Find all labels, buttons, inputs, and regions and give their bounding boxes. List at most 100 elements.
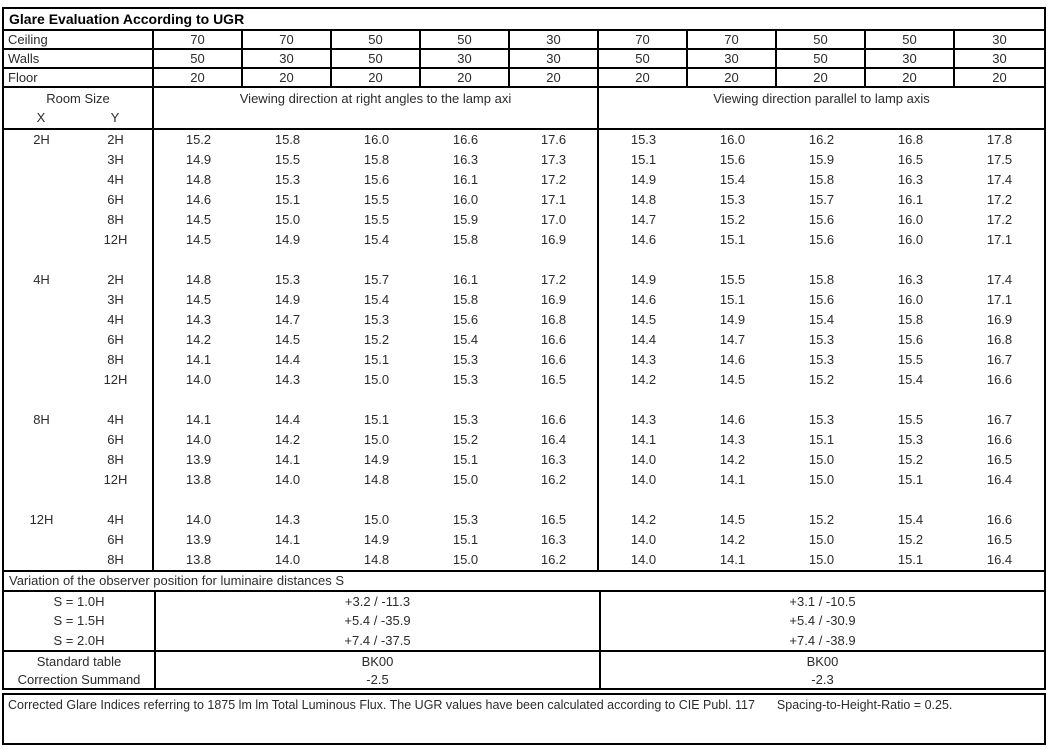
ugr-value: 14.8 [363,472,390,487]
surface-value: 70 [243,31,332,48]
ugr-row: 12H 14.0 14.3 15.0 15.3 16.5 14.2 14.5 15.2 15.4 1… [4,370,1044,390]
surface-value: 20 [243,69,332,86]
ugr-value [510,490,599,510]
ugr-value: 14.9 [630,272,657,287]
ugr-value: 15.4 [808,312,835,327]
room-size-xy-labels: X Y [4,110,152,128]
surface-value: 20 [866,69,955,86]
variation-left-value: +3.2 / -11.3 [156,592,601,612]
ugr-value: 15.6 [808,212,835,227]
ugr-value: 15.4 [897,372,924,387]
ugr-value: 15.3 [452,412,479,427]
ugr-value: 15.5 [274,152,301,167]
ugr-value: 15.8 [363,152,390,167]
room-size-label: Room Size [46,91,110,106]
room-x-value [4,170,79,190]
surface-reflectance-rows: Ceiling 70 70 50 50 30 70 70 50 50 30 Walls 50 30 50 30… [4,31,1044,88]
ugr-value: 14.2 [630,372,657,387]
ugr-value [688,390,777,410]
room-y-value: 8H [79,350,154,370]
ugr-value: 15.3 [274,272,301,287]
viewing-direction-right-angles-header: Viewing direction at right angles to the… [154,88,599,128]
surface-value: 20 [510,69,599,86]
room-y-value: 8H [79,550,154,570]
room-size-y-label: Y [110,110,120,125]
ugr-value: 15.8 [897,312,924,327]
ugr-value: 14.5 [185,212,212,227]
ugr-value [510,390,599,410]
ugr-value: 15.5 [897,352,924,367]
summary-label: Correction Summand [4,670,156,688]
surface-value: 30 [688,50,777,67]
surface-row: Ceiling 70 70 50 50 30 70 70 50 50 30 [4,31,1044,50]
ugr-value: 14.2 [719,532,746,547]
ugr-value: 16.0 [452,192,479,207]
ugr-value: 16.2 [808,132,835,147]
observer-variation-title: Variation of the observer position for l… [4,572,1044,592]
ugr-value: 15.0 [808,532,835,547]
ugr-value: 14.0 [274,472,301,487]
room-x-value [4,150,79,170]
ugr-value: 15.3 [630,132,657,147]
room-size-label-column: Room Size X Y [4,88,154,128]
room-x-value [4,190,79,210]
surface-value: 50 [777,50,866,67]
ugr-value: 15.0 [452,552,479,567]
ugr-data-area: 2H 2H 15.2 15.8 16.0 16.6 17.6 15.3 16.0 16.2 16.8… [4,130,1044,572]
ugr-value: 16.6 [510,350,599,370]
room-x-value [4,210,79,230]
ugr-value [154,390,243,410]
ugr-value: 16.0 [719,132,746,147]
ugr-value: 15.2 [808,372,835,387]
ugr-value: 14.1 [185,352,212,367]
ugr-value: 16.2 [510,470,599,490]
ugr-value: 14.7 [630,212,657,227]
room-y-value: 6H [79,190,154,210]
surface-value: 30 [243,50,332,67]
summary-row: Standard table BK00 BK00 [4,652,1044,670]
variation-row: S = 1.5H +5.4 / -35.9 +5.4 / -30.9 [4,611,1044,631]
ugr-value: 17.2 [986,212,1013,227]
ugr-value: 14.0 [630,472,657,487]
ugr-value [332,490,421,510]
ugr-value [332,250,421,270]
surface-label: Floor [4,69,154,86]
ugr-value: 16.5 [510,370,599,390]
ugr-value: 17.4 [986,272,1013,287]
room-x-value [4,370,79,390]
summary-right-value: BK00 [806,653,839,669]
viewing-direction-parallel-header: Viewing direction parallel to lamp axis [713,91,930,106]
footer-spacing-ratio: Spacing-to-Height-Ratio = 0.25. [776,698,953,712]
ugr-row: 4H 14.3 14.7 15.3 15.6 16.8 14.5 14.9 15.4 15.8 16… [4,310,1044,330]
room-x-value: 2H [33,132,50,147]
surface-value: 30 [992,51,1007,66]
room-x-value [4,390,79,410]
variation-row: S = 2.0H +7.4 / -37.5 +7.4 / -38.9 [4,630,1044,650]
ugr-value: 15.2 [363,332,390,347]
ugr-value: 14.0 [630,552,657,567]
ugr-value: 14.6 [630,232,657,247]
ugr-value: 15.1 [719,232,746,247]
ugr-value: 14.0 [185,432,212,447]
room-x-value: 8H [33,412,50,427]
ugr-value: 16.2 [510,550,599,570]
ugr-value: 16.9 [510,290,599,310]
ugr-value: 14.3 [719,432,746,447]
room-y-value: 4H [79,310,154,330]
ugr-value [955,250,1044,270]
ugr-value: 14.3 [630,412,657,427]
ugr-value: 15.6 [452,312,479,327]
ugr-value: 15.9 [808,152,835,167]
ugr-value: 16.3 [897,272,924,287]
surface-value: 50 [599,50,688,67]
ugr-value: 14.9 [630,172,657,187]
variation-label: S = 1.5H [4,611,156,631]
ugr-row: 8H 14.1 14.4 15.1 15.3 16.6 14.3 14.6 15.3 15.5 16… [4,350,1044,370]
ugr-value: 16.0 [897,212,924,227]
ugr-value: 17.0 [510,210,599,230]
ugr-value: 15.0 [363,432,390,447]
ugr-row [4,390,1044,410]
ugr-value [332,390,421,410]
ugr-value [777,490,866,510]
observer-variation-rows: S = 1.0H +3.2 / -11.3 +3.1 / -10.5 S = 1.5H… [4,592,1044,652]
